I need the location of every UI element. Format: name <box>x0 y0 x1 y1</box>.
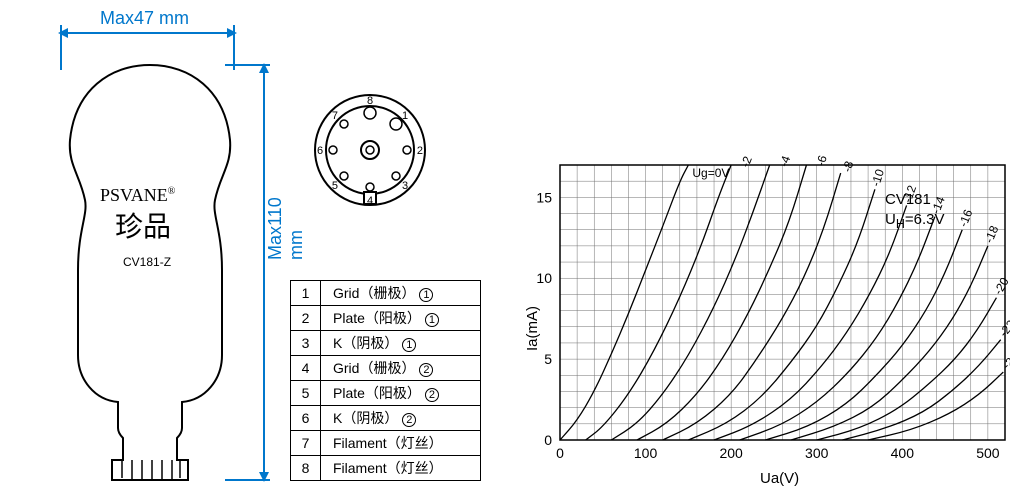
svg-text:-10: -10 <box>868 167 887 188</box>
svg-text:-8: -8 <box>840 159 857 174</box>
svg-text:200: 200 <box>719 445 743 461</box>
pin-base-diagram: 1 2 3 4 5 6 7 8 <box>300 80 440 220</box>
svg-text:10: 10 <box>536 270 552 286</box>
table-row: 2Plate（阳极）1 <box>291 306 481 331</box>
svg-text:3: 3 <box>402 180 408 192</box>
svg-text:0: 0 <box>544 432 552 448</box>
svg-text:-16: -16 <box>956 207 975 229</box>
svg-text:-2: -2 <box>738 155 755 169</box>
tube-model: CV181-Z <box>123 255 171 269</box>
svg-text:500: 500 <box>976 445 1000 461</box>
tube-brand-chinese: 珍品 <box>115 205 171 245</box>
chart-ylabel: Ia(mA) <box>524 306 541 351</box>
table-row: 7Filament（灯丝） <box>291 431 481 456</box>
svg-text:15: 15 <box>536 189 552 205</box>
svg-text:8: 8 <box>367 95 373 107</box>
svg-text:Ug=0V: Ug=0V <box>692 166 729 180</box>
svg-text:100: 100 <box>634 445 658 461</box>
svg-text:300: 300 <box>805 445 829 461</box>
dim-width-label: Max47 mm <box>100 8 189 29</box>
table-row: 5Plate（阳极）2 <box>291 381 481 406</box>
chart-xlabel: Ua(V) <box>760 470 799 487</box>
tube-outline-icon <box>50 60 250 485</box>
pin-assignment-table: 1Grid（栅极）12Plate（阳极）13K（阴极）14Grid（栅极）25P… <box>290 280 481 481</box>
svg-text:-18: -18 <box>982 223 1002 245</box>
svg-text:5: 5 <box>332 180 338 192</box>
svg-text:400: 400 <box>891 445 915 461</box>
table-row: 6K（阴极）2 <box>291 406 481 431</box>
dim-width-arrow <box>60 32 235 34</box>
table-row: 1Grid（栅极）1 <box>291 281 481 306</box>
tube-brand: PSVANE® <box>100 185 175 206</box>
table-row: 3K（阴极）1 <box>291 331 481 356</box>
svg-text:5: 5 <box>544 351 552 367</box>
svg-text:4: 4 <box>367 195 373 207</box>
svg-text:7: 7 <box>332 110 338 122</box>
svg-text:-6: -6 <box>813 155 830 168</box>
dim-height-arrow <box>263 65 265 480</box>
plate-curves-chart: Ia(mA) Ua(V) CV181 UH=6.3V 0100200300400… <box>520 155 1010 495</box>
tube-dimension-drawing: Max47 mm Max110 mm PSVANE® 珍品 CV181-Z <box>10 0 290 490</box>
svg-text:-22: -22 <box>996 317 1010 340</box>
table-row: 8Filament（灯丝） <box>291 456 481 481</box>
svg-text:6: 6 <box>317 145 323 157</box>
svg-text:2: 2 <box>417 145 423 157</box>
table-row: 4Grid（栅极）2 <box>291 356 481 381</box>
chart-title: CV181 UH=6.3V <box>885 190 945 232</box>
svg-text:1: 1 <box>402 110 408 122</box>
svg-text:-4: -4 <box>776 155 793 169</box>
svg-text:0: 0 <box>556 445 564 461</box>
